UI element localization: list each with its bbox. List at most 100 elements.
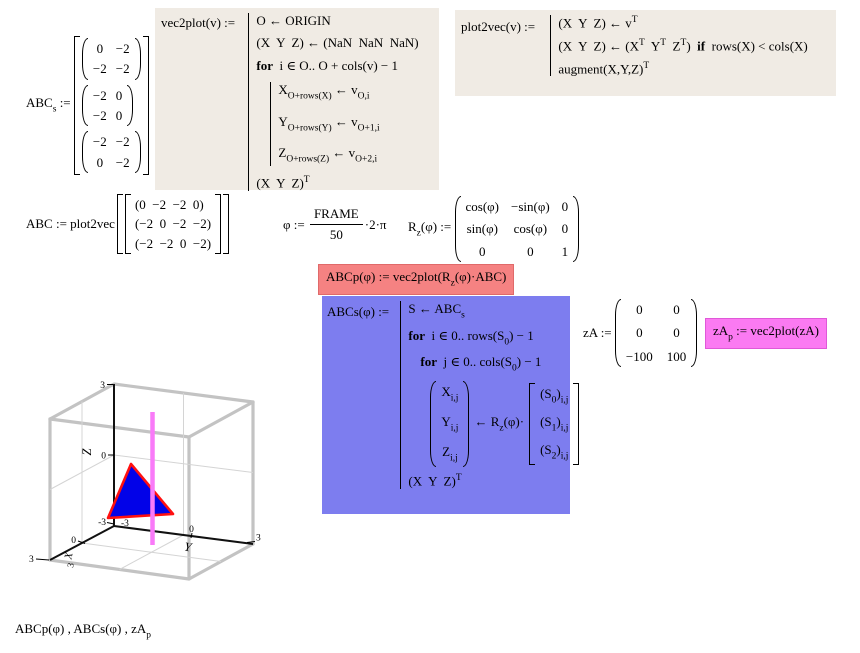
- matrix-cell: 0: [479, 243, 486, 259]
- matrix-cell: Zi,j: [442, 443, 458, 464]
- region-phi-definition[interactable]: φ := FRAME 50 ·2·π: [283, 206, 386, 243]
- program-line: augment(X,Y,Z)T: [558, 60, 650, 77]
- keyword: for: [256, 57, 273, 73]
- matrix-cell: −2: [115, 61, 130, 77]
- fraction: FRAME 50: [309, 206, 363, 243]
- region-abcs-matrix-definition[interactable]: ABCs := 0 −2 −2 −2 −2 0 −2 0 −2 −2 0 −2: [26, 36, 149, 175]
- submatrix-2: −2 0 −2 0: [81, 84, 141, 127]
- program-line: S ← ABCs: [408, 301, 465, 321]
- subscript: 0: [504, 337, 510, 348]
- matrix-cell: Yi,j: [441, 413, 459, 434]
- y-axis-label: Y: [183, 539, 194, 554]
- subscript: i,j: [450, 393, 459, 404]
- subscript: O+1,i: [357, 123, 380, 134]
- program-line: YO+rows(Y) ← vO+1,i: [278, 113, 380, 134]
- matrix-cell: 0: [561, 199, 569, 214]
- region-plot2vec-program[interactable]: plot2vec(v) := (X Y Z) ← vT (X Y Z) ← (X…: [455, 10, 836, 96]
- subscript: i,j: [560, 451, 569, 462]
- vector-assignment: Xi,j Yi,j Zi,j ← Rz(φ)· (S0)i,j (S1)i,j (S2)…: [430, 381, 580, 468]
- matrix-cell: 0: [96, 154, 104, 170]
- rz-label: Rz(φ) :=: [408, 218, 455, 239]
- subscript: z: [416, 228, 421, 239]
- region-za-definition[interactable]: zA := 0 0 0 0 −100 100: [583, 299, 698, 367]
- subscript: s: [461, 310, 465, 321]
- tick-marks: [35, 384, 256, 561]
- region-rz-definition[interactable]: Rz(φ) := cos(φ) −sin(φ) 0 sin(φ) cos(φ) 0 0 0 1: [408, 196, 580, 262]
- triangle-polygon: [106, 462, 175, 520]
- assignment-arrow: ← Rz(φ)·: [474, 413, 525, 434]
- region-plot-arguments[interactable]: ABCp(φ) , ABCs(φ) , zAp: [15, 621, 151, 642]
- paren-right: [134, 131, 141, 173]
- matrix-cell: 0: [527, 243, 534, 259]
- vec2plot-header: vec2plot(v) :=: [161, 15, 239, 30]
- matrix-values: 0 −2 −2 −2: [88, 38, 135, 80]
- subscript: O+rows(X): [287, 91, 332, 102]
- region-abcs-program[interactable]: ABCs(φ) := S ← ABCs for i ∈ 0.. rows(S0)…: [322, 296, 580, 514]
- matrix-values: cos(φ) −sin(φ) 0 sin(φ) cos(φ) 0 0 0 1: [461, 196, 574, 262]
- subscript: O+2,i: [355, 154, 378, 165]
- subscript: O+rows(Z): [286, 154, 330, 165]
- matrix-cell: −2: [92, 134, 107, 150]
- subscript: i,j: [450, 453, 458, 464]
- bracket-left: [529, 383, 536, 466]
- z-tick-zero: 0: [101, 452, 106, 462]
- subscript: z: [499, 423, 504, 434]
- matrix-values: Xi,j Yi,j Zi,j: [436, 381, 463, 467]
- paren-right: [127, 84, 134, 127]
- program-line: (X Y Z) ← (NaN NaN NaN): [256, 35, 419, 51]
- rz-matrix: cos(φ) −sin(φ) 0 sin(φ) cos(φ) 0 0 0 1: [454, 196, 580, 262]
- subscript: p: [728, 332, 733, 343]
- y-tick-min: -3: [121, 519, 129, 529]
- matrix-cell: cos(φ): [513, 221, 548, 237]
- plot2vec-header: plot2vec(v) :=: [461, 19, 539, 34]
- matrix-row: (0 −2 −2 0): [134, 197, 204, 212]
- submatrix-1: 0 −2 −2 −2: [81, 38, 141, 80]
- bracket-left-outer: [116, 194, 123, 254]
- matrix-cell: −2: [115, 154, 130, 170]
- matrix-values: −2 −2 0 −2: [88, 131, 135, 173]
- program-line: O ← ORIGIN: [256, 13, 331, 28]
- bracket-left: [73, 36, 80, 175]
- program-line: for i ∈ 0.. rows(S0) − 1: [408, 327, 534, 348]
- plot-3d-canvas: 3 0 -3 -3 0 3 0 3 3 Z Y X: [29, 381, 261, 581]
- for-loop-body: XO+rows(X) ← vO,i YO+rows(Y) ← vO+1,i ZO…: [270, 81, 380, 167]
- program-line: for j ∈ 0.. cols(S0) − 1: [420, 354, 542, 374]
- keyword: for: [408, 327, 426, 343]
- y-tick-max: 3: [256, 534, 261, 544]
- superscript: T: [639, 37, 645, 48]
- matrix-values: (S0)i,j (S1)i,j (S2)i,j: [535, 383, 573, 465]
- superscript: T: [680, 37, 687, 48]
- matrix-cell: 100: [666, 348, 687, 364]
- program-line: (X Y Z)T: [256, 175, 310, 191]
- program-line: for i ∈ O.. O + cols(v) − 1: [256, 57, 399, 73]
- region-3d-plot[interactable]: 3 0 -3 -3 0 3 0 3 3 Z Y X: [25, 372, 275, 607]
- axis-labels: Z Y X: [62, 447, 194, 561]
- abcs-prog-header: ABCs(φ) :=: [327, 304, 393, 319]
- region-zap-definition[interactable]: zAp := vec2plot(zA): [705, 318, 827, 349]
- subscript: i,j: [450, 423, 459, 434]
- matrix-cell: (S0)i,j: [540, 386, 569, 406]
- s-vector: (S0)i,j (S1)i,j (S2)i,j: [529, 383, 580, 466]
- subscript: i,j: [560, 423, 569, 434]
- zap-expression: zAp := vec2plot(zA): [713, 323, 819, 343]
- subscript: O,i: [357, 91, 370, 102]
- subscript: 1: [551, 423, 557, 434]
- abcs-label: ABCs :=: [26, 95, 74, 115]
- program-block: S ← ABCs for i ∈ 0.. rows(S0) − 1 for j …: [400, 301, 580, 490]
- matrix-cell: −2: [92, 87, 107, 103]
- subscript: s: [52, 104, 57, 115]
- matrix-cell: sin(φ): [466, 221, 498, 237]
- region-vec2plot-program[interactable]: vec2plot(v) := O ← ORIGIN (X Y Z) ← (NaN…: [155, 8, 439, 191]
- z-tick-bottom: -3: [98, 518, 106, 528]
- region-abc-definition[interactable]: ABC := plot2vec (0 −2 −2 0) (−2 0 −2 −2)…: [26, 194, 230, 254]
- matrix-cell: −2: [92, 61, 107, 77]
- matrix-cell: −sin(φ): [511, 199, 550, 214]
- subscript: p: [146, 630, 152, 641]
- matrix-values: 0 0 0 0 −100 100: [621, 299, 691, 367]
- subscript: 0: [512, 363, 517, 374]
- program-line: (X Y Z) ← (XT YT ZT) if rows(X) < cols(X…: [558, 37, 808, 54]
- subscript: i,j: [560, 395, 569, 406]
- region-abcp-definition[interactable]: ABCp(φ) := vec2plot(Rz(φ)·ABC): [318, 264, 515, 295]
- superscript: T: [643, 60, 650, 71]
